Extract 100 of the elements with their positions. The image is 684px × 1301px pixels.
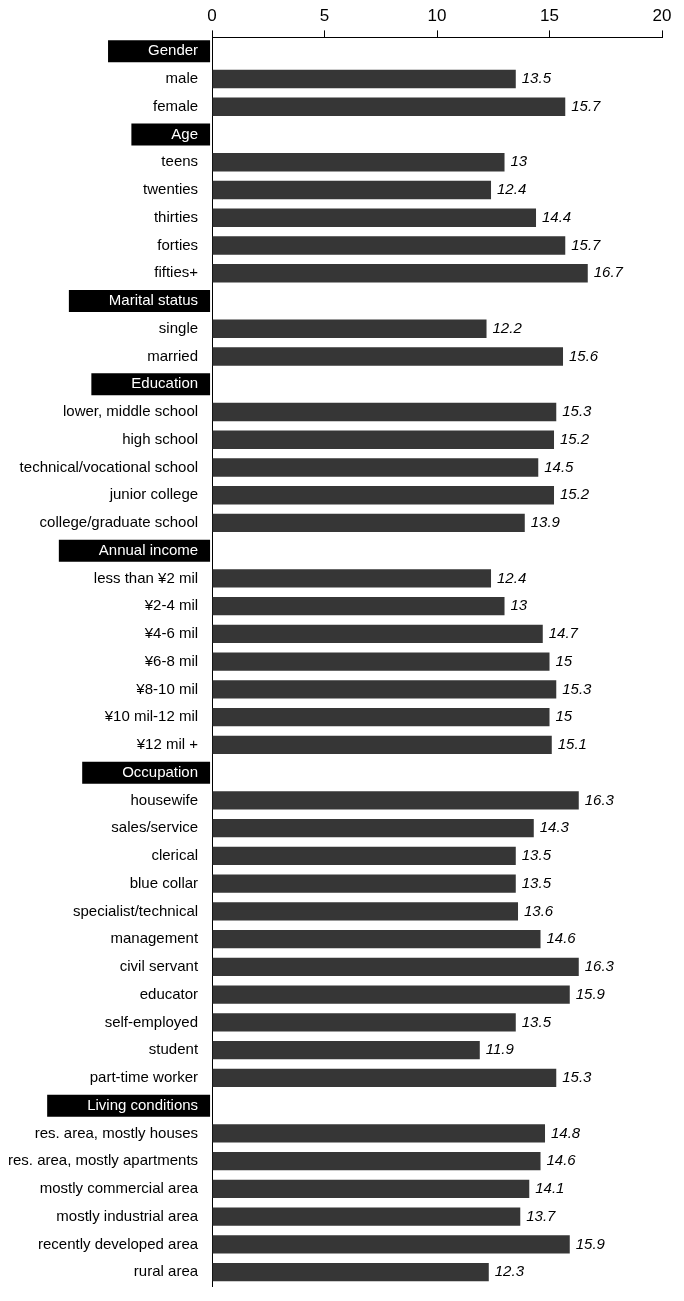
bar: [212, 624, 543, 644]
y-tick-label: ¥10 mil-12 mil: [103, 707, 199, 725]
data-label: 15: [555, 651, 573, 669]
y-tick-label: high school: [122, 429, 199, 447]
bar: [212, 486, 555, 505]
y-tick-label: Education: [131, 374, 199, 392]
y-tick-label: thirties: [153, 207, 199, 225]
y-tick-label: res. area, mostly houses: [34, 1123, 199, 1141]
bar: [212, 208, 537, 227]
x-tick-label: 5: [319, 5, 330, 25]
data-label: 15.7: [571, 235, 602, 253]
data-label: 14.5: [544, 457, 575, 475]
data-label: 13.5: [521, 1012, 552, 1030]
data-label: 15.6: [569, 346, 599, 364]
data-label: 15.9: [575, 984, 606, 1002]
bar: [212, 1041, 480, 1060]
x-tick-label: 15: [540, 5, 559, 25]
y-tick-label: Marital status: [108, 291, 199, 309]
bar: [212, 430, 555, 449]
data-label: 14.7: [548, 624, 579, 642]
y-tick-label: specialist/technical: [73, 901, 199, 919]
y-tick-label: civil servant: [119, 957, 199, 975]
bar: [212, 930, 541, 949]
y-tick-label: Annual income: [98, 540, 199, 558]
y-tick-label: Occupation: [122, 762, 199, 780]
bar: [212, 1179, 530, 1199]
data-label: 11.9: [485, 1040, 515, 1058]
data-label: 13.9: [530, 513, 561, 531]
data-label: 15.9: [575, 1234, 606, 1252]
y-tick-label: college/graduate school: [39, 513, 199, 531]
bar: [212, 597, 505, 616]
y-tick-label: mostly industrial area: [56, 1206, 199, 1224]
data-label: 15: [555, 707, 573, 725]
bar: [212, 874, 516, 893]
y-tick-label: sales/service: [111, 818, 199, 836]
y-tick-label: less than ¥2 mil: [93, 568, 199, 586]
y-tick-label: rural area: [133, 1262, 199, 1280]
data-label: 13.5: [521, 846, 552, 864]
data-label: 16.3: [584, 790, 615, 808]
bar: [212, 680, 557, 699]
bar: [212, 97, 566, 116]
y-tick-label: ¥8-10 mil: [135, 679, 199, 697]
data-label: 12.4: [497, 568, 527, 586]
y-tick-label: student: [148, 1040, 199, 1058]
bar: [212, 236, 566, 255]
bar: [212, 1124, 546, 1143]
data-label: 14.1: [535, 1179, 565, 1197]
y-tick-label: Gender: [148, 41, 199, 59]
data-label: 14.6: [546, 929, 577, 947]
data-label: 14.8: [551, 1123, 581, 1141]
bar: [212, 1068, 557, 1088]
bar: [212, 513, 525, 533]
data-label: 14.6: [546, 1151, 577, 1169]
bar: [212, 153, 505, 172]
y-tick-label: married: [147, 346, 199, 364]
bar: [212, 1207, 521, 1226]
data-label: 12.2: [492, 318, 523, 336]
bar: [212, 985, 570, 1004]
data-label: 12.4: [497, 180, 527, 198]
bar: [212, 708, 550, 727]
y-tick-label: junior college: [108, 485, 199, 503]
y-tick-label: ¥12 mil +: [135, 735, 199, 753]
x-tick-label: 20: [652, 5, 672, 25]
y-tick-label: Age: [171, 124, 199, 142]
y-tick-label: ¥6-8 mil: [143, 651, 199, 669]
x-tick-label: 0: [207, 5, 217, 25]
bar: [212, 180, 492, 200]
y-tick-label: recently developed area: [37, 1234, 199, 1252]
y-tick-label: blue collar: [129, 873, 199, 891]
bar: [212, 347, 564, 366]
y-tick-label: educator: [139, 984, 199, 1002]
y-tick-label: res. area, mostly apartments: [7, 1151, 199, 1169]
data-label: 13.5: [521, 69, 552, 87]
bar: [212, 569, 492, 588]
bar: [212, 458, 539, 477]
y-tick-label: part-time worker: [89, 1068, 199, 1086]
y-tick-label: fifties+: [154, 263, 199, 281]
data-label: 12.3: [494, 1262, 525, 1280]
y-tick-label: forties: [157, 235, 199, 253]
bar: [212, 1262, 489, 1282]
y-tick-label: management: [110, 929, 199, 947]
data-label: 14.4: [542, 207, 572, 225]
y-tick-label: ¥2-4 mil: [143, 596, 199, 614]
data-label: 13.6: [524, 901, 554, 919]
data-label: 16.3: [584, 957, 615, 975]
data-label: 13.5: [521, 873, 552, 891]
y-tick-label: female: [153, 96, 199, 114]
bar: [212, 791, 579, 810]
y-tick-label: clerical: [151, 846, 199, 864]
bar: [212, 402, 557, 422]
y-tick-label: male: [165, 69, 199, 87]
y-tick-label: twenties: [143, 180, 199, 198]
y-tick-label: single: [158, 318, 199, 336]
data-label: 15.2: [560, 429, 590, 447]
bar: [212, 735, 552, 755]
data-label: 13: [510, 152, 528, 170]
y-tick-label: teens: [161, 152, 199, 170]
data-label: 15.3: [562, 402, 593, 420]
data-label: 15.3: [562, 679, 593, 697]
y-tick-label: technical/vocational school: [19, 457, 199, 475]
